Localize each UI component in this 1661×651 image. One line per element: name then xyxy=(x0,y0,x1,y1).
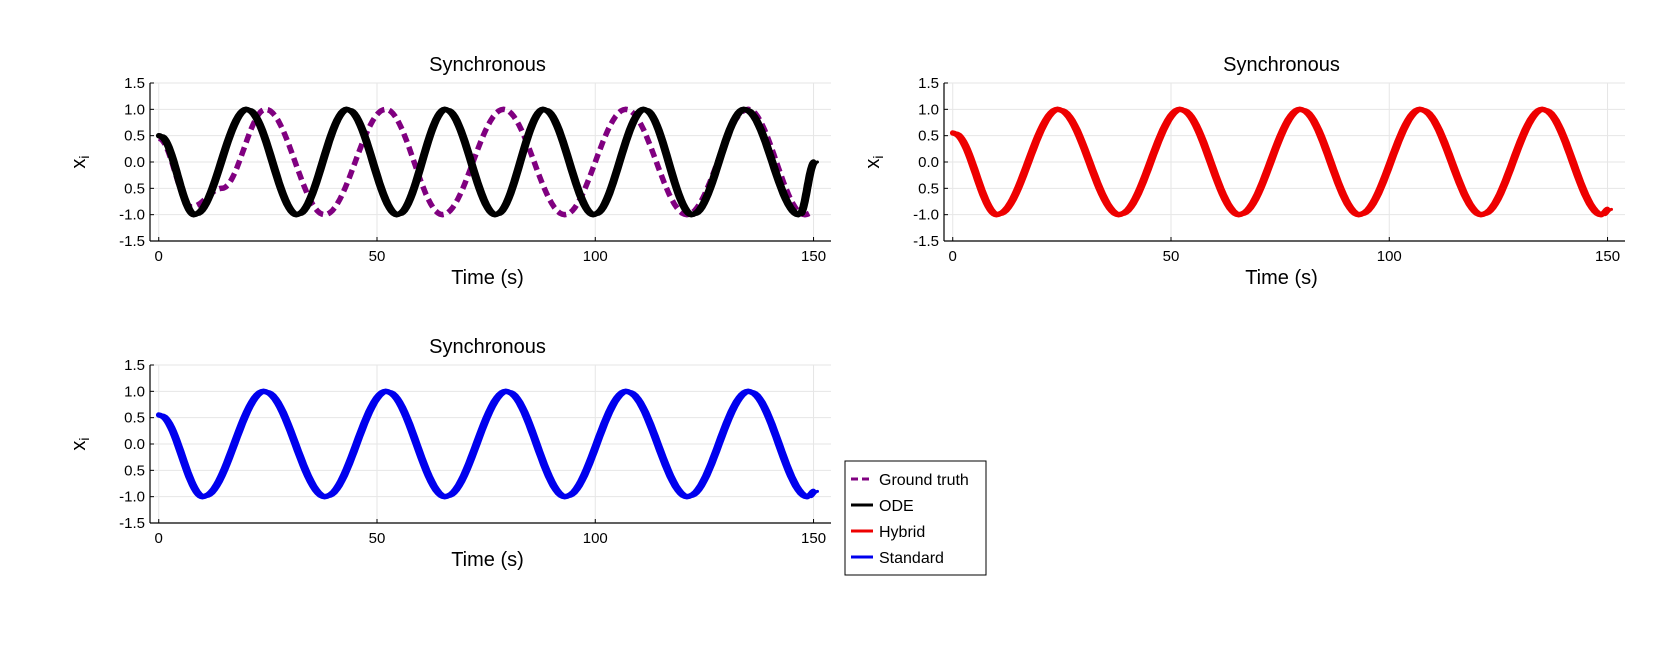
chart-panel-3: 0 50 100 150 1.5 1.0 0.5 0.0 0.5 -1.0 -1.5 Synchron… xyxy=(68,336,831,571)
y-tick-label: 0.5 xyxy=(124,128,145,145)
chart-title: Synchronous xyxy=(1223,54,1340,76)
y-tick-label: 1.5 xyxy=(918,75,939,92)
legend: Ground truth ODE Hybrid Standard xyxy=(844,460,987,576)
chart-panel-2: 0 50 100 150 1.5 1.0 0.5 0.0 0.5 -1.0 -1.5 Synchron… xyxy=(862,54,1625,289)
y-tick-label: 1.0 xyxy=(124,383,145,400)
y-tick-label: -1.5 xyxy=(913,233,939,250)
y-tick-label: 0.5 xyxy=(918,180,939,197)
y-axis-label: xi xyxy=(862,155,886,168)
series-line-standard-bundle xyxy=(161,389,819,499)
y-tick-label: -1.0 xyxy=(119,489,145,506)
y-tick-label: -1.5 xyxy=(119,233,145,250)
chart-title: Synchronous xyxy=(429,54,546,76)
chart-title: Synchronous xyxy=(429,336,546,358)
y-tick-label: 1.5 xyxy=(124,75,145,92)
y-tick-label: -1.5 xyxy=(119,515,145,532)
y-tick-label: 1.0 xyxy=(124,101,145,118)
x-tick-label: 0 xyxy=(155,248,163,265)
y-tick-label: 0.5 xyxy=(124,180,145,197)
x-tick-label: 150 xyxy=(1595,248,1620,265)
y-axis-label: xi xyxy=(68,155,92,168)
y-tick-label: -1.0 xyxy=(913,207,939,224)
x-tick-label: 50 xyxy=(369,248,386,265)
x-tick-label: 50 xyxy=(369,530,386,547)
x-tick-label: 0 xyxy=(155,530,163,547)
series-line-hybrid-bundle xyxy=(955,107,1613,217)
y-axis-label: xi xyxy=(68,437,92,450)
legend-label: Ground truth xyxy=(879,472,969,489)
chart-panel-1: 0 50 100 150 1.5 1.0 0.5 0.0 0.5 -1.0 -1.5 Synchron… xyxy=(68,54,831,289)
legend-label: Standard xyxy=(879,550,944,567)
series-line-ode-bundle xyxy=(161,107,819,217)
x-axis-label: Time (s) xyxy=(451,267,524,289)
y-tick-label: 1.5 xyxy=(124,357,145,374)
y-tick-label: 0.5 xyxy=(124,462,145,479)
x-tick-label: 100 xyxy=(583,530,608,547)
x-tick-label: 150 xyxy=(801,248,826,265)
x-tick-label: 100 xyxy=(1377,248,1402,265)
x-axis-label: Time (s) xyxy=(451,549,524,571)
y-tick-label: 0.0 xyxy=(124,154,145,171)
x-tick-label: 0 xyxy=(949,248,957,265)
y-tick-label: 0.0 xyxy=(124,436,145,453)
y-tick-label: 1.0 xyxy=(918,101,939,118)
y-tick-label: -1.0 xyxy=(119,207,145,224)
y-tick-label: 0.0 xyxy=(918,154,939,171)
x-axis-label: Time (s) xyxy=(1245,267,1318,289)
x-tick-label: 50 xyxy=(1163,248,1180,265)
legend-label: ODE xyxy=(879,498,914,515)
x-tick-label: 150 xyxy=(801,530,826,547)
x-tick-label: 100 xyxy=(583,248,608,265)
y-tick-label: 0.5 xyxy=(918,128,939,145)
y-tick-label: 0.5 xyxy=(124,410,145,427)
legend-label: Hybrid xyxy=(879,524,925,541)
